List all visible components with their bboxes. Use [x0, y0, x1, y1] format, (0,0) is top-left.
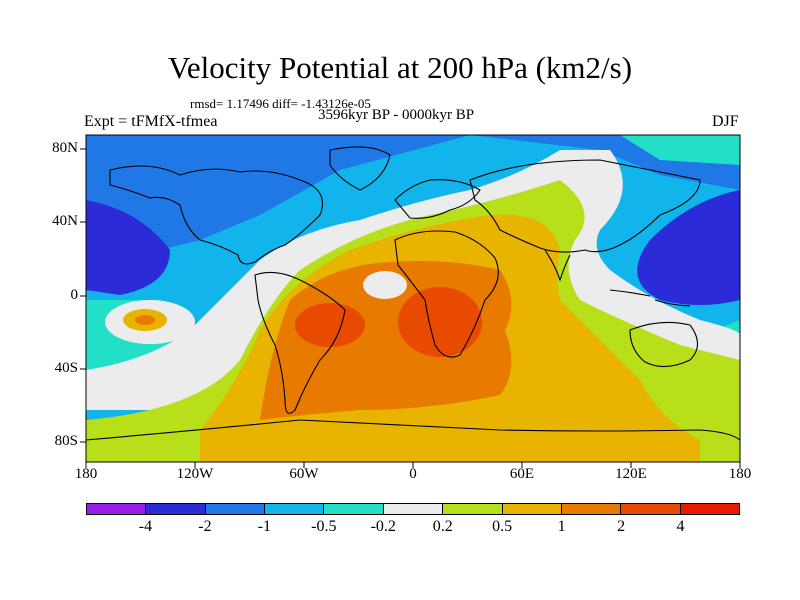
- stats-subtitle: rmsd= 1.17496 diff= -1.43126e-05: [190, 96, 371, 111]
- coastlines: [86, 146, 740, 441]
- chart-title: Velocity Potential at 200 hPa (km2/s): [167, 50, 633, 85]
- colorbar-label: 0.5: [492, 518, 513, 535]
- lon-label: 180: [74, 466, 98, 482]
- lat-label: 0: [70, 287, 79, 303]
- lat-label: 80S: [54, 433, 78, 449]
- period-subtitle: 3596kyr BP - 0000kyr BP: [318, 107, 475, 123]
- lon-label: 60W: [289, 466, 319, 482]
- lat-label: 40N: [52, 213, 78, 229]
- map-field: [86, 135, 740, 462]
- field-pos-red-africa: [398, 287, 482, 357]
- lon-label: 120W: [176, 466, 214, 482]
- axis-ticks: [80, 148, 741, 468]
- colorbar-label: -0.2: [370, 518, 396, 535]
- lon-label: 180: [728, 466, 752, 482]
- field-neg-mid-west: [86, 135, 740, 250]
- field-neg-strong-east: [637, 190, 740, 305]
- colorbar-label: 0.2: [432, 518, 453, 535]
- colorbar-box: [146, 504, 206, 514]
- colorbar-box: [265, 504, 325, 514]
- colorbar: [86, 503, 740, 515]
- field-pos-red-south-america: [295, 303, 365, 347]
- colorbar-box: [443, 504, 503, 514]
- colorbar-label: 2: [617, 518, 626, 535]
- colorbar-box: [383, 504, 444, 514]
- experiment-label: Expt = tFMfX-tfmea: [84, 113, 218, 130]
- colorbar-label: 1: [557, 518, 566, 535]
- lat-label: 80N: [52, 140, 78, 156]
- lon-label: 120E: [615, 466, 647, 482]
- colorbar-label: -2: [198, 518, 212, 535]
- colorbar-box: [87, 504, 147, 514]
- field-neutral-notch: [363, 271, 407, 299]
- field-pos-oval-west-core: [135, 315, 155, 325]
- colorbar-box: [502, 504, 562, 514]
- colorbar-box: [205, 504, 266, 514]
- lon-label: 60E: [509, 466, 535, 482]
- colorbar-label: -4: [138, 518, 153, 535]
- colorbar-box: [324, 504, 384, 514]
- field-teal-top: [300, 135, 740, 165]
- colorbar-label: -0.5: [311, 518, 337, 535]
- colorbar-label: -1: [257, 518, 272, 535]
- colorbar-box: [561, 504, 622, 514]
- field-neg-strong-west: [86, 200, 170, 295]
- lon-label: 0: [409, 466, 417, 482]
- season-label: DJF: [712, 113, 739, 130]
- colorbar-box: [621, 504, 681, 514]
- colorbar-label: 4: [676, 518, 685, 535]
- colorbar-box: [680, 504, 739, 514]
- lat-label: 40S: [54, 360, 78, 376]
